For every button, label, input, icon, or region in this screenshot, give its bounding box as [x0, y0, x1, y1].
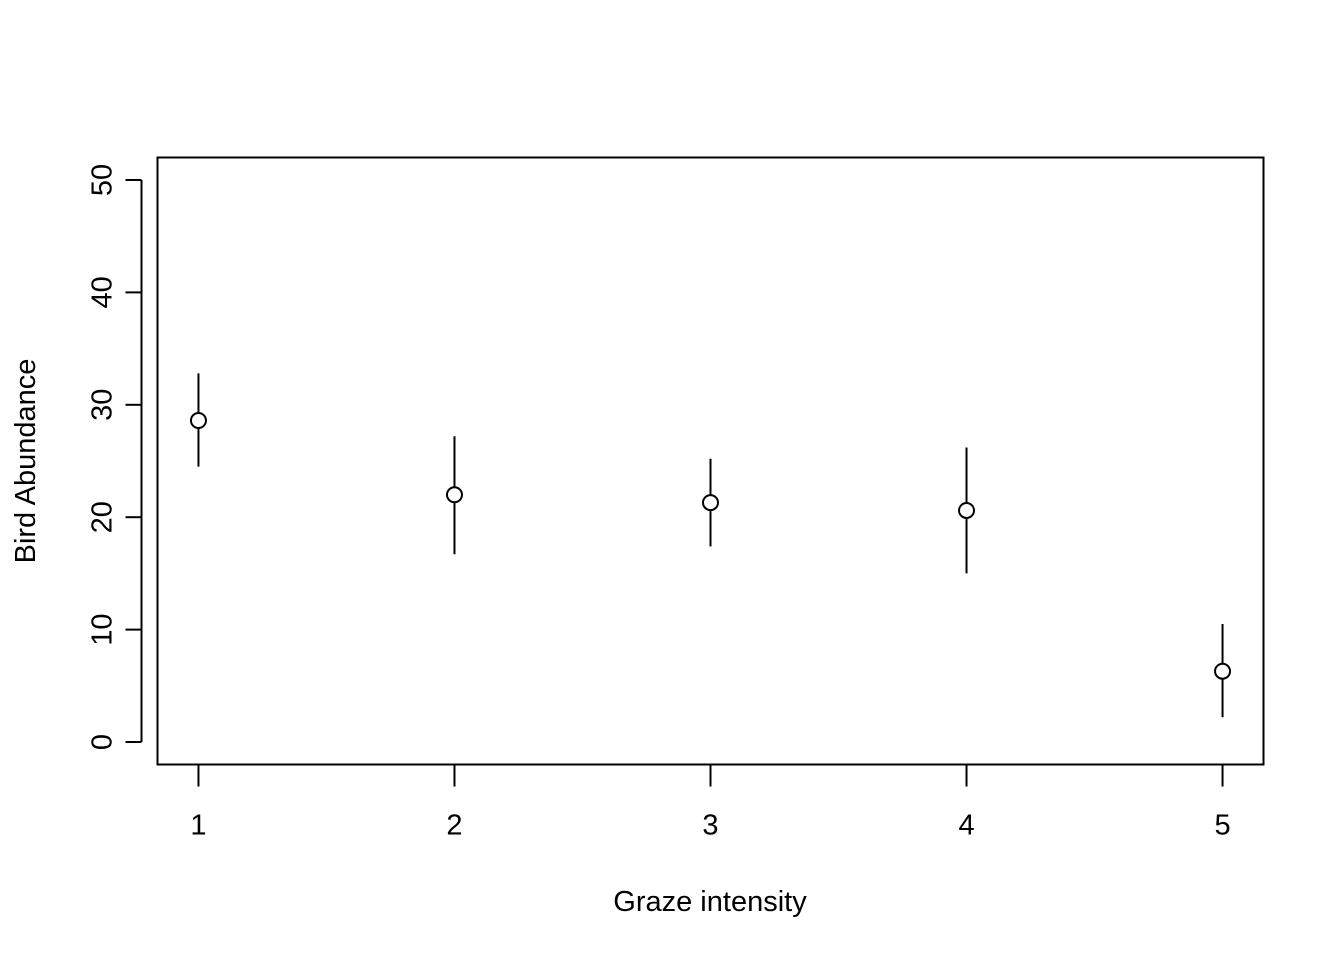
data-point	[445, 486, 463, 504]
data-point	[702, 494, 719, 512]
y-tick-label: 50	[87, 164, 119, 196]
y-tick-label: 40	[87, 276, 119, 308]
x-tick-label: 1	[190, 810, 206, 842]
x-tick-label: 5	[1214, 810, 1230, 842]
y-tick-label: 30	[87, 389, 119, 421]
x-axis: 1 2 3 4 5	[190, 763, 1231, 842]
y-tick-label: 10	[87, 613, 119, 645]
y-tick-label: 0	[87, 734, 119, 750]
data-point	[1214, 662, 1232, 680]
data-point	[958, 501, 976, 519]
y-tick-label: 20	[87, 501, 119, 533]
x-tick-label: 3	[702, 810, 718, 842]
x-axis-title: Graze intensity	[613, 886, 807, 918]
x-tick-label: 4	[958, 810, 974, 842]
x-tick-label: 2	[446, 810, 462, 842]
y-axis-title: Bird Abundance	[10, 359, 42, 564]
y-axis: 0 10 20 30 40 50	[87, 164, 143, 750]
data-point	[189, 412, 207, 430]
data-marks	[189, 373, 1232, 718]
